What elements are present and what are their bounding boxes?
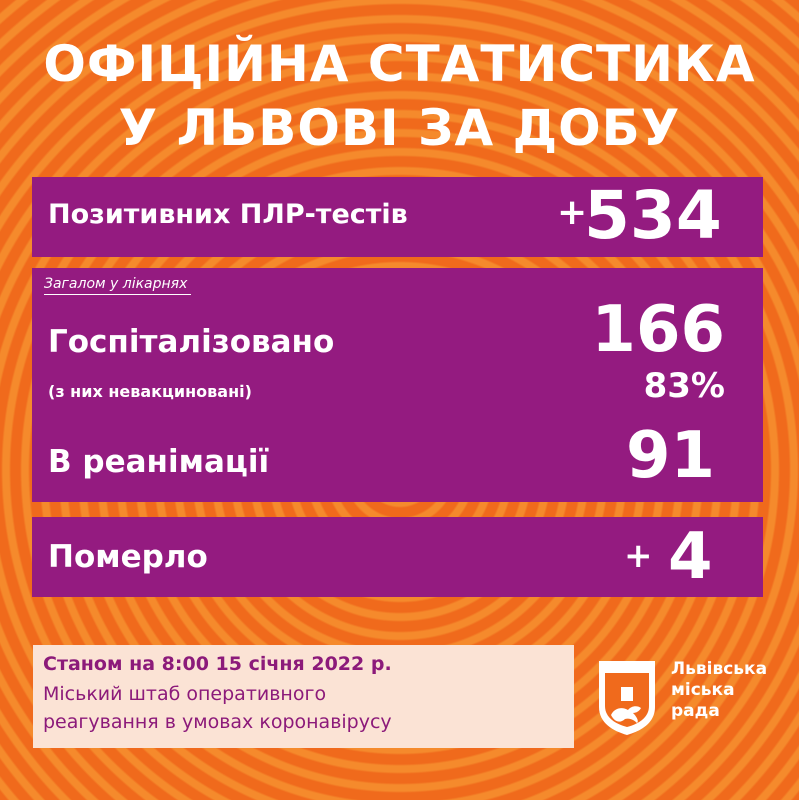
hospital-panel: Загалом у лікарнях Госпіталізовано 166 (… xyxy=(32,268,763,502)
lviv-city-council-emblem-icon xyxy=(599,661,655,735)
logo-text-line-3: рада xyxy=(671,701,720,721)
footer-box: Станом на 8:00 15 січня 2022 р. Міський … xyxy=(33,645,574,748)
unvaccinated-label: (з них невакциновані) xyxy=(48,382,252,401)
footer-org-line-2: реагування в умовах коронавірусу xyxy=(43,711,392,733)
positive-tests-panel: Позитивних ПЛР-тестів + 534 xyxy=(32,177,763,257)
deaths-value: 4 xyxy=(668,520,713,594)
hospital-caption: Загалом у лікарнях xyxy=(44,276,192,295)
deaths-plus-sign: + xyxy=(624,536,653,576)
positive-tests-value: 534 xyxy=(584,177,722,254)
logo-text: Львівська міська рада xyxy=(671,659,767,722)
lviv-city-council-logo: Львівська міська рада xyxy=(595,657,767,737)
hospitalized-label: Госпіталізовано xyxy=(48,324,335,360)
icu-value: 91 xyxy=(625,419,715,493)
title-line-1: ОФІЦІЙНА СТАТИСТИКА xyxy=(43,35,756,93)
title-line-2: У ЛЬВОВІ ЗА ДОБУ xyxy=(118,99,681,157)
deaths-panel: Померло + 4 xyxy=(32,517,763,597)
footer-date: Станом на 8:00 15 січня 2022 р. xyxy=(43,653,392,675)
hospitalized-value: 166 xyxy=(591,293,725,367)
positive-tests-plus-sign: + xyxy=(557,192,588,233)
icu-label: В реанімації xyxy=(48,444,270,480)
logo-text-line-1: Львівська xyxy=(671,659,768,679)
logo-text-line-2: міська xyxy=(671,680,735,700)
deaths-label: Померло xyxy=(48,539,208,575)
unvaccinated-value: 83% xyxy=(643,366,725,406)
footer-org-line-1: Міський штаб оперативного xyxy=(43,683,327,705)
positive-tests-label: Позитивних ПЛР-тестів xyxy=(48,199,408,230)
